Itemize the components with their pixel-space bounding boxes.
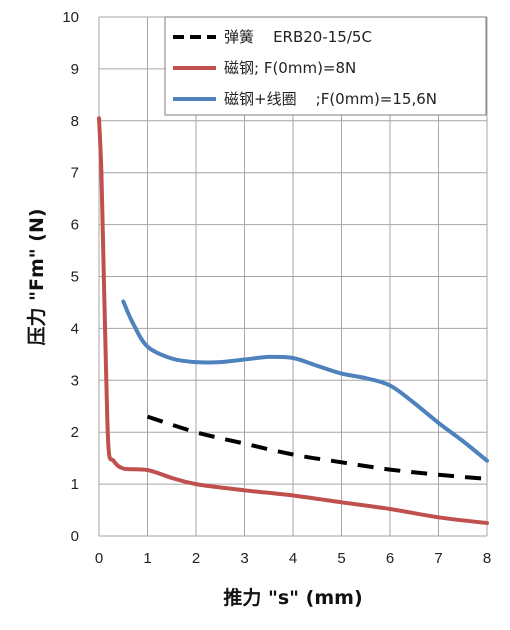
y-tick-label-5: 5 bbox=[71, 269, 79, 286]
x-tick-label-0: 0 bbox=[95, 550, 103, 567]
series-line-spring bbox=[146, 414, 488, 481]
y-tick-label-9: 9 bbox=[71, 61, 79, 78]
y-tick-label-6: 6 bbox=[71, 217, 79, 234]
y-tick-label-0: 0 bbox=[71, 528, 79, 545]
x-tick-label-8: 8 bbox=[483, 550, 491, 567]
series-line-magnet-coil bbox=[121, 299, 489, 463]
x-tick-label-6: 6 bbox=[386, 550, 394, 567]
legend-label-magnet: 磁钢; F(0mm)=8N bbox=[224, 59, 356, 77]
legend-label-magnet-coil: 磁钢+线圈 ;F(0mm)=15,6N bbox=[224, 90, 437, 108]
x-tick-label-2: 2 bbox=[192, 550, 200, 567]
y-tick-label-1: 1 bbox=[71, 476, 79, 493]
legend: 弹簧 ERB20-15/5C 磁钢; F(0mm)=8N 磁钢+线圈 ;F(0m… bbox=[164, 16, 487, 116]
y-tick-label-8: 8 bbox=[71, 113, 79, 130]
x-tick-label-1: 1 bbox=[143, 550, 151, 567]
y-axis-title: 压力 "Fm" (N) bbox=[25, 208, 48, 345]
legend-box bbox=[164, 16, 487, 116]
series-lines bbox=[97, 116, 489, 525]
series-line-magnet bbox=[97, 116, 489, 525]
x-tick-label-3: 3 bbox=[240, 550, 248, 567]
y-tick-labels: 0 1 2 3 4 5 6 7 8 9 10 bbox=[62, 9, 79, 545]
y-tick-label-2: 2 bbox=[71, 424, 79, 441]
y-tick-label-7: 7 bbox=[71, 165, 79, 182]
x-tick-label-4: 4 bbox=[289, 550, 297, 567]
legend-label-spring: 弹簧 ERB20-15/5C bbox=[224, 28, 372, 46]
x-tick-labels: 0 1 2 3 4 5 6 7 8 bbox=[95, 550, 491, 567]
x-tick-label-7: 7 bbox=[434, 550, 442, 567]
y-tick-label-4: 4 bbox=[71, 320, 79, 337]
y-tick-label-3: 3 bbox=[71, 372, 79, 389]
x-tick-label-5: 5 bbox=[337, 550, 345, 567]
y-tick-label-10: 10 bbox=[62, 9, 79, 26]
x-axis-title: 推力 "s" (mm) bbox=[223, 586, 362, 609]
